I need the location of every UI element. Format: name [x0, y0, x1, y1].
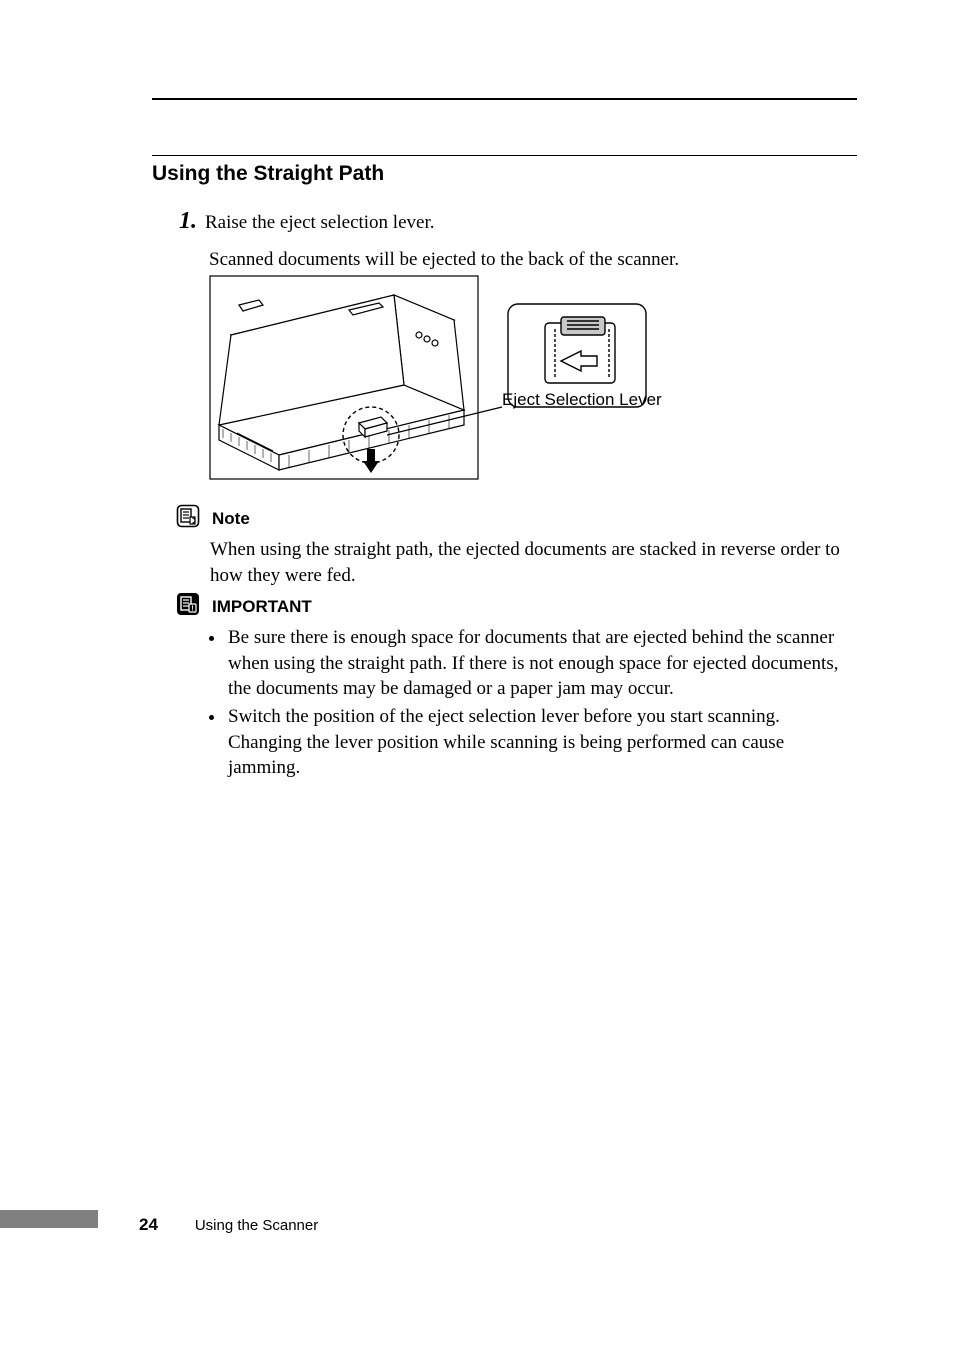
important-icon: ! [176, 592, 200, 621]
footer-spine [0, 1210, 98, 1228]
list-item: Switch the position of the eject selecti… [226, 704, 856, 781]
step-description: Scanned documents will be ejected to the… [209, 249, 809, 271]
note-block: Note When using the straight path, the e… [176, 504, 856, 588]
list-item: Be sure there is enough space for docume… [226, 625, 856, 702]
footer: 24 Using the Scanner [139, 1215, 839, 1235]
callout-line [387, 405, 517, 445]
chapter-title: Using the Scanner [195, 1217, 318, 1234]
figure [209, 275, 679, 480]
important-heading: IMPORTANT [212, 597, 312, 617]
step-number: 1. [179, 208, 197, 235]
important-block: ! IMPORTANT Be sure there is enough spac… [176, 592, 856, 783]
note-heading: Note [212, 509, 250, 529]
step-text: Raise the eject selection lever. [205, 212, 434, 233]
svg-text:!: ! [191, 606, 193, 613]
section-heading: Using the Straight Path [152, 155, 857, 186]
figure-label: Eject Selection Lever [502, 390, 662, 410]
note-icon [176, 504, 200, 533]
important-bullets: Be sure there is enough space for docume… [210, 625, 856, 781]
top-rule [152, 98, 857, 100]
step-1: 1. Raise the eject selection lever. [179, 208, 779, 235]
scanner-illustration [209, 275, 479, 480]
page-number: 24 [139, 1215, 158, 1234]
note-body: When using the straight path, the ejecte… [210, 537, 856, 588]
